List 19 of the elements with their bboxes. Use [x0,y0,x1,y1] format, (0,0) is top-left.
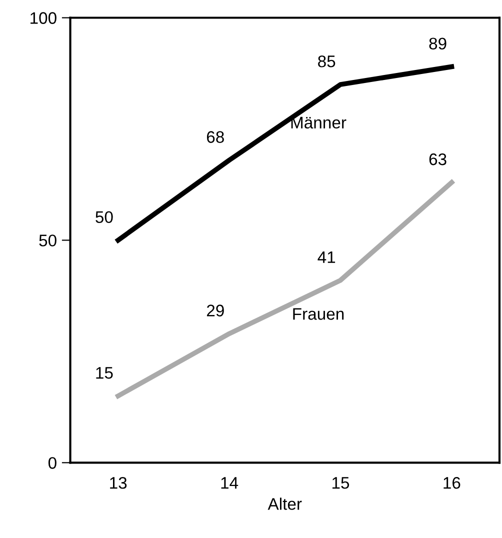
data-label: 85 [318,56,336,68]
y-tick-label: 0 [48,457,56,469]
data-label: 41 [318,251,336,263]
data-label: 29 [206,304,224,316]
series-label: Männer [291,116,346,129]
data-label: 15 [96,367,113,379]
y-tick-label: 100 [30,12,56,24]
x-tick-label: 16 [444,477,460,489]
data-label: 68 [206,131,224,143]
series-label: Frauen [293,308,344,320]
data-label: 63 [429,153,446,166]
line-series [116,180,454,398]
x-tick-label: 13 [110,477,127,489]
data-label: 89 [429,38,446,50]
x-tick-label: 15 [332,477,350,489]
x-axis-title: Alter [268,498,302,510]
y-tick-label: 50 [39,234,56,246]
x-tick-label: 14 [221,477,238,489]
data-label: 50 [96,211,113,224]
